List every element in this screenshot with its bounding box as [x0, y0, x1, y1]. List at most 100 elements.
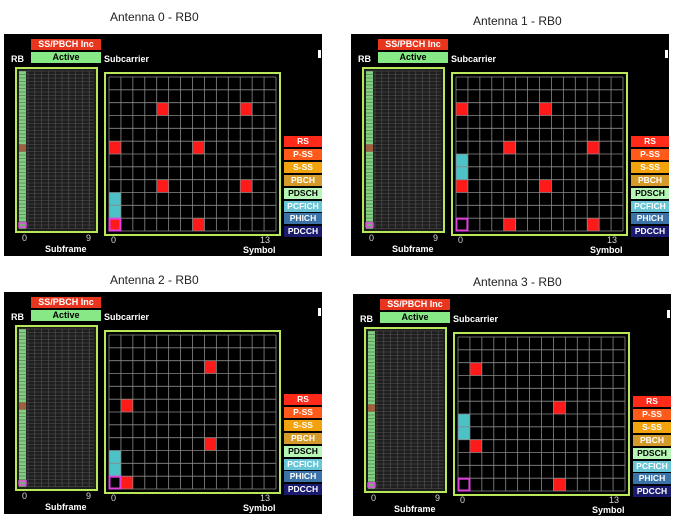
subframe-max-tick: 9 — [86, 491, 92, 501]
grid-cell-rs — [240, 179, 253, 193]
subframe-max-tick: 9 — [433, 233, 439, 243]
symbol-min-tick: 0 — [111, 493, 117, 503]
antenna-plot: SS/PBCH Inc Active RB Subcarrier 0 9 Subframe 0… — [4, 292, 322, 514]
grid-cell-pcfich — [109, 463, 121, 477]
subframe-axis-label: Subframe — [45, 502, 87, 512]
legend-pdsch: PDSCH — [631, 187, 669, 199]
antenna-plot: SS/PBCH Inc Active RB Subcarrier 0 9 Subframe 0… — [351, 34, 669, 256]
active-button[interactable]: Active — [380, 312, 450, 323]
legend-pcfich: PCFICH — [631, 200, 669, 212]
symbol-max-tick: 13 — [609, 495, 620, 505]
subframe-min-tick: 0 — [371, 493, 377, 503]
symbol-axis-label: Symbol — [243, 245, 276, 255]
subframe-grid — [366, 70, 441, 229]
subcarrier-axis-label: Subcarrier — [453, 314, 499, 324]
legend-pdcch: PDCCH — [284, 226, 322, 238]
legend-s-ss: S-SS — [633, 421, 671, 433]
grid-lines — [455, 76, 624, 232]
subframe-min-tick: 0 — [369, 233, 375, 243]
subframe-grid — [19, 70, 94, 229]
legend-p-ss: P-SS — [284, 148, 322, 160]
resource-grid-svg — [364, 327, 630, 496]
grid-cell-pcfich — [109, 192, 121, 206]
subframe-max-tick: 9 — [435, 493, 441, 503]
symbol-min-tick: 0 — [460, 495, 466, 505]
rb-current-marker — [19, 144, 26, 152]
grid-cell-rs — [120, 476, 133, 489]
subframe-max-tick: 9 — [86, 233, 92, 243]
legend-phich: PHICH — [284, 213, 322, 225]
legend-pbch: PBCH — [284, 432, 322, 444]
legend-pcfich: PCFICH — [633, 460, 671, 472]
legend-pcfich: PCFICH — [284, 458, 322, 470]
grid-cell-rs — [503, 218, 516, 231]
grid-cell-rs — [156, 102, 169, 116]
grid-cell-pcfich — [456, 154, 468, 167]
legend-phich: PHICH — [631, 213, 669, 225]
subcarrier-axis-label: Subcarrier — [104, 54, 150, 64]
grid-cell-rs — [503, 141, 516, 154]
rb-current-marker — [366, 144, 373, 152]
grid-cell-rs — [456, 102, 468, 116]
grid-cell-pcfich — [109, 450, 121, 464]
subframe-min-tick: 0 — [22, 233, 28, 243]
grid-cell-rs — [553, 478, 566, 491]
panel-title: Antenna 3 - RB0 — [473, 275, 562, 289]
grid-lines — [108, 76, 277, 232]
grid-cell-rs — [539, 102, 552, 116]
symbol-max-tick: 13 — [607, 235, 618, 245]
symbol-axis-label: Symbol — [590, 245, 623, 255]
symbol-axis-label: Symbol — [243, 503, 276, 513]
legend-s-ss: S-SS — [284, 161, 322, 173]
ss-pbch-inc-button[interactable]: SS/PBCH Inc — [378, 39, 448, 50]
legend-p-ss: P-SS — [631, 148, 669, 160]
rb-selection-marker — [367, 482, 376, 488]
grid-lines — [457, 336, 626, 492]
rb-axis-label: RB — [11, 312, 24, 322]
legend-p-ss: P-SS — [633, 408, 671, 420]
rb-selection-marker — [18, 222, 27, 228]
rb-selection-marker — [365, 222, 374, 228]
legend-rs: RS — [633, 396, 671, 407]
legend-pbch: PBCH — [633, 434, 671, 446]
legend-pdsch: PDSCH — [284, 187, 322, 199]
antenna-plot: SS/PBCH Inc Active RB Subcarrier 0 9 Subframe 0… — [4, 34, 322, 256]
grid-cell-rs — [539, 179, 552, 193]
grid-cell-rs — [456, 179, 468, 193]
grid-cell-pcfich — [109, 205, 121, 219]
rb-selection-marker — [18, 480, 27, 486]
grid-cell-rs — [204, 437, 217, 451]
legend-s-ss: S-SS — [284, 419, 322, 431]
subframe-grid — [368, 330, 443, 489]
grid-cell-rs — [469, 439, 482, 453]
legend-pdcch: PDCCH — [284, 484, 322, 496]
ss-pbch-inc-button[interactable]: SS/PBCH Inc — [31, 297, 101, 308]
scroll-edge-mark — [318, 50, 321, 58]
symbol-min-tick: 0 — [111, 235, 117, 245]
subcarrier-axis-label: Subcarrier — [104, 312, 150, 322]
grid-cell-pcfich — [456, 166, 468, 180]
scroll-edge-mark — [667, 310, 670, 318]
active-button[interactable]: Active — [31, 52, 101, 63]
ss-pbch-inc-button[interactable]: SS/PBCH Inc — [31, 39, 101, 50]
scroll-edge-mark — [318, 308, 321, 316]
symbol-max-tick: 13 — [260, 235, 271, 245]
ss-pbch-inc-button[interactable]: SS/PBCH Inc — [380, 299, 450, 310]
legend-rs: RS — [631, 136, 669, 147]
selected-cell-outline — [455, 217, 469, 232]
grid-cell-rs — [204, 360, 217, 374]
rb-axis-label: RB — [360, 314, 373, 324]
legend-phich: PHICH — [284, 471, 322, 483]
legend-phich: PHICH — [633, 473, 671, 485]
subcarrier-axis-label: Subcarrier — [451, 54, 497, 64]
legend-p-ss: P-SS — [284, 406, 322, 418]
rb-current-marker — [19, 402, 26, 410]
grid-lines — [108, 334, 277, 490]
panel-title: Antenna 2 - RB0 — [110, 273, 199, 287]
legend-pdsch: PDSCH — [284, 445, 322, 457]
legend-pcfich: PCFICH — [284, 200, 322, 212]
active-button[interactable]: Active — [378, 52, 448, 63]
legend-rs: RS — [284, 136, 322, 147]
grid-cell-rs — [192, 218, 205, 231]
active-button[interactable]: Active — [31, 310, 101, 321]
